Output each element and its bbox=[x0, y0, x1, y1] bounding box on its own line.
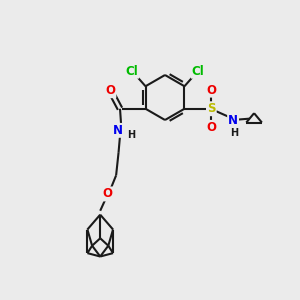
Text: O: O bbox=[206, 121, 217, 134]
Text: Cl: Cl bbox=[192, 65, 204, 78]
Text: Cl: Cl bbox=[126, 65, 138, 78]
Text: O: O bbox=[206, 84, 217, 97]
Text: O: O bbox=[103, 188, 113, 200]
Text: H: H bbox=[127, 130, 135, 140]
Text: O: O bbox=[105, 84, 116, 97]
Text: N: N bbox=[228, 114, 238, 127]
Text: H: H bbox=[230, 128, 238, 138]
Text: N: N bbox=[112, 124, 123, 137]
Text: S: S bbox=[207, 102, 216, 115]
